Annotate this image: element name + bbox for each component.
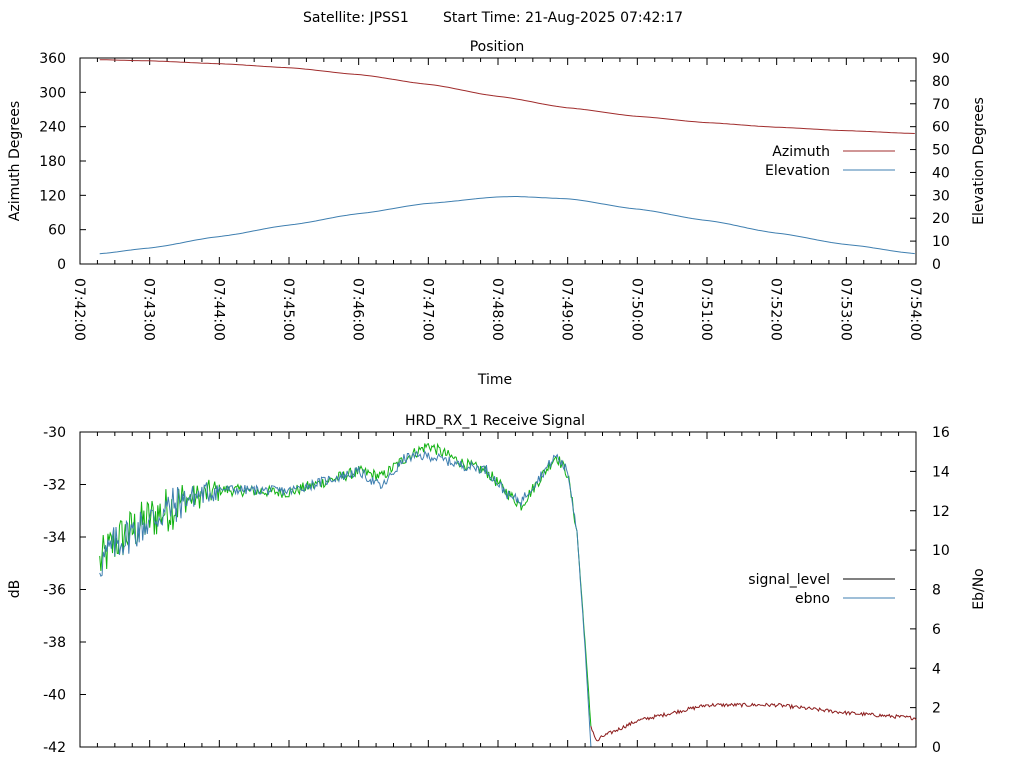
receive-signal-chart: HRD_RX_1 Receive Signal -30 -32 -34 -36 -38 -… [7,413,987,756]
position-y-tick-label: 300 [39,85,66,101]
position-chart: Position 0 60 120 180 240 300 360 0 10 20 30 40 50 60… [7,39,987,388]
position-x-tick-label: 07:47:00 [419,278,435,341]
position-x-tick-label: 07:54:00 [907,278,923,341]
signal-y-tick-label: -34 [43,530,66,546]
position-legend-label: Azimuth [772,144,830,160]
position-x-tick-label: 07:50:00 [628,278,644,341]
position-y2-tick-label: 10 [932,234,950,250]
receive-signal-ylabel: dB [7,580,23,599]
position-y-tick-label: 360 [39,51,66,67]
signal-y-tick-label: -32 [43,478,66,494]
position-y2-tick-label: 60 [932,120,950,136]
position-y2-tick-label: 20 [932,211,950,227]
receive-signal-plot-frame [79,431,917,748]
start-time-label: Start Time: 21-Aug-2025 07:42:17 [443,10,683,26]
receive-signal-title: HRD_RX_1 Receive Signal [405,413,585,429]
position-y2-tick-label: 30 [932,188,950,204]
position-y2-tick-label: 0 [932,257,941,273]
position-y-tick-label: 60 [48,223,66,239]
position-x-tick-label: 07:45:00 [280,278,296,341]
signal-y-tick-label: -38 [43,635,66,651]
signal-y2-tick-label: 6 [932,622,941,638]
satellite-label: Satellite: JPSS1 [303,10,409,26]
position-legend: Azimuth Elevation [765,144,895,179]
signal-y-tick-label: -30 [43,425,66,441]
position-x-tick-label: 07:44:00 [210,278,226,341]
position-plot-frame [79,57,917,265]
position-xlabel: Time [477,372,512,388]
position-legend-label: Elevation [765,163,830,179]
position-x-tick-label: 07:53:00 [837,278,853,341]
signal-legend-label: ebno [795,591,830,607]
position-x-tick-label: 07:48:00 [489,278,505,341]
signal-y2-tick-label: 4 [932,661,941,677]
position-ylabel: Azimuth Degrees [7,101,23,221]
signal-series-signal-level [99,442,592,727]
position-y2-tick-label: 90 [932,51,950,67]
position-y-tick-label: 180 [39,154,66,170]
position-y2-tick-label: 80 [932,74,950,90]
position-x-tick-label: 07:51:00 [698,278,714,341]
position-series-elevation [99,196,915,255]
position-x-tick-label: 07:52:00 [768,278,784,341]
signal-y2-tick-label: 14 [932,464,950,480]
position-title: Position [470,39,525,55]
position-y2-tick-label: 50 [932,143,950,159]
position-y2-tick-label: 70 [932,97,950,113]
signal-series-ebno [99,450,592,747]
position-y-tick-label: 0 [57,257,66,273]
signal-y2-tick-label: 10 [932,543,950,559]
position-y-tick-label: 120 [39,188,66,204]
position-x-tick-label: 07:43:00 [141,278,157,341]
signal-y-tick-label: -40 [43,688,66,704]
position-x-tick-label: 07:49:00 [559,278,575,341]
position-y2label: Elevation Degrees [971,97,987,225]
signal-legend-label: signal_level [748,572,830,588]
signal-y2-tick-label: 0 [932,740,941,756]
position-x-tick-label: 07:46:00 [350,278,366,341]
position-y-tick-label: 240 [39,120,66,136]
signal-y-tick-label: -42 [43,740,66,756]
signal-y2-tick-label: 16 [932,425,950,441]
signal-y-tick-label: -36 [43,583,66,599]
position-series-azimuth [99,59,915,134]
signal-y2-tick-label: 8 [932,583,941,599]
signal-y2-tick-label: 12 [932,504,950,520]
signal-y2-tick-label: 2 [932,701,941,717]
receive-signal-y2label: Eb/No [971,568,987,610]
position-y2-tick-label: 40 [932,165,950,181]
signal-series-signal-level-low [590,702,917,742]
position-x-tick-label: 07:42:00 [71,278,87,341]
